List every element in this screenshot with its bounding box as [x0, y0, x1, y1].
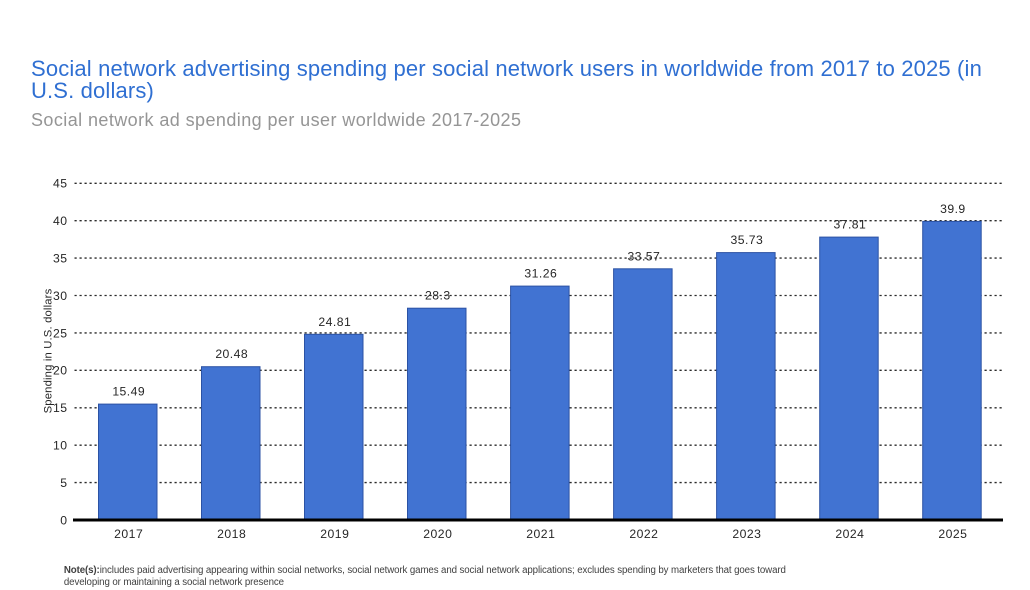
svg-text:2024: 2024 [835, 527, 864, 541]
svg-text:2022: 2022 [629, 527, 658, 541]
svg-text:2025: 2025 [938, 527, 967, 541]
svg-text:15.49: 15.49 [112, 385, 145, 399]
svg-text:35.73: 35.73 [731, 233, 764, 247]
svg-text:2018: 2018 [217, 527, 246, 541]
svg-text:2019: 2019 [320, 527, 349, 541]
svg-text:24.81: 24.81 [318, 315, 351, 329]
svg-text:40: 40 [53, 214, 68, 228]
svg-text:45: 45 [53, 177, 68, 191]
svg-text:2023: 2023 [732, 527, 761, 541]
svg-text:39.9: 39.9 [940, 202, 966, 216]
svg-text:25: 25 [53, 326, 68, 340]
svg-text:30: 30 [53, 289, 68, 303]
svg-text:5: 5 [60, 476, 67, 490]
svg-text:2020: 2020 [423, 527, 452, 541]
svg-text:33.57: 33.57 [628, 249, 661, 263]
svg-text:28.3: 28.3 [425, 289, 451, 303]
svg-text:10: 10 [53, 439, 68, 453]
svg-text:31.26: 31.26 [524, 267, 557, 281]
svg-text:20: 20 [53, 364, 68, 378]
svg-text:0: 0 [60, 513, 67, 527]
svg-text:20.48: 20.48 [215, 347, 248, 361]
svg-text:2021: 2021 [526, 527, 555, 541]
svg-text:2017: 2017 [114, 527, 143, 541]
svg-text:35: 35 [53, 252, 68, 266]
svg-text:37.81: 37.81 [834, 218, 867, 232]
svg-text:Spending in U.S. dollars: Spending in U.S. dollars [42, 288, 54, 413]
svg-text:15: 15 [53, 401, 68, 415]
